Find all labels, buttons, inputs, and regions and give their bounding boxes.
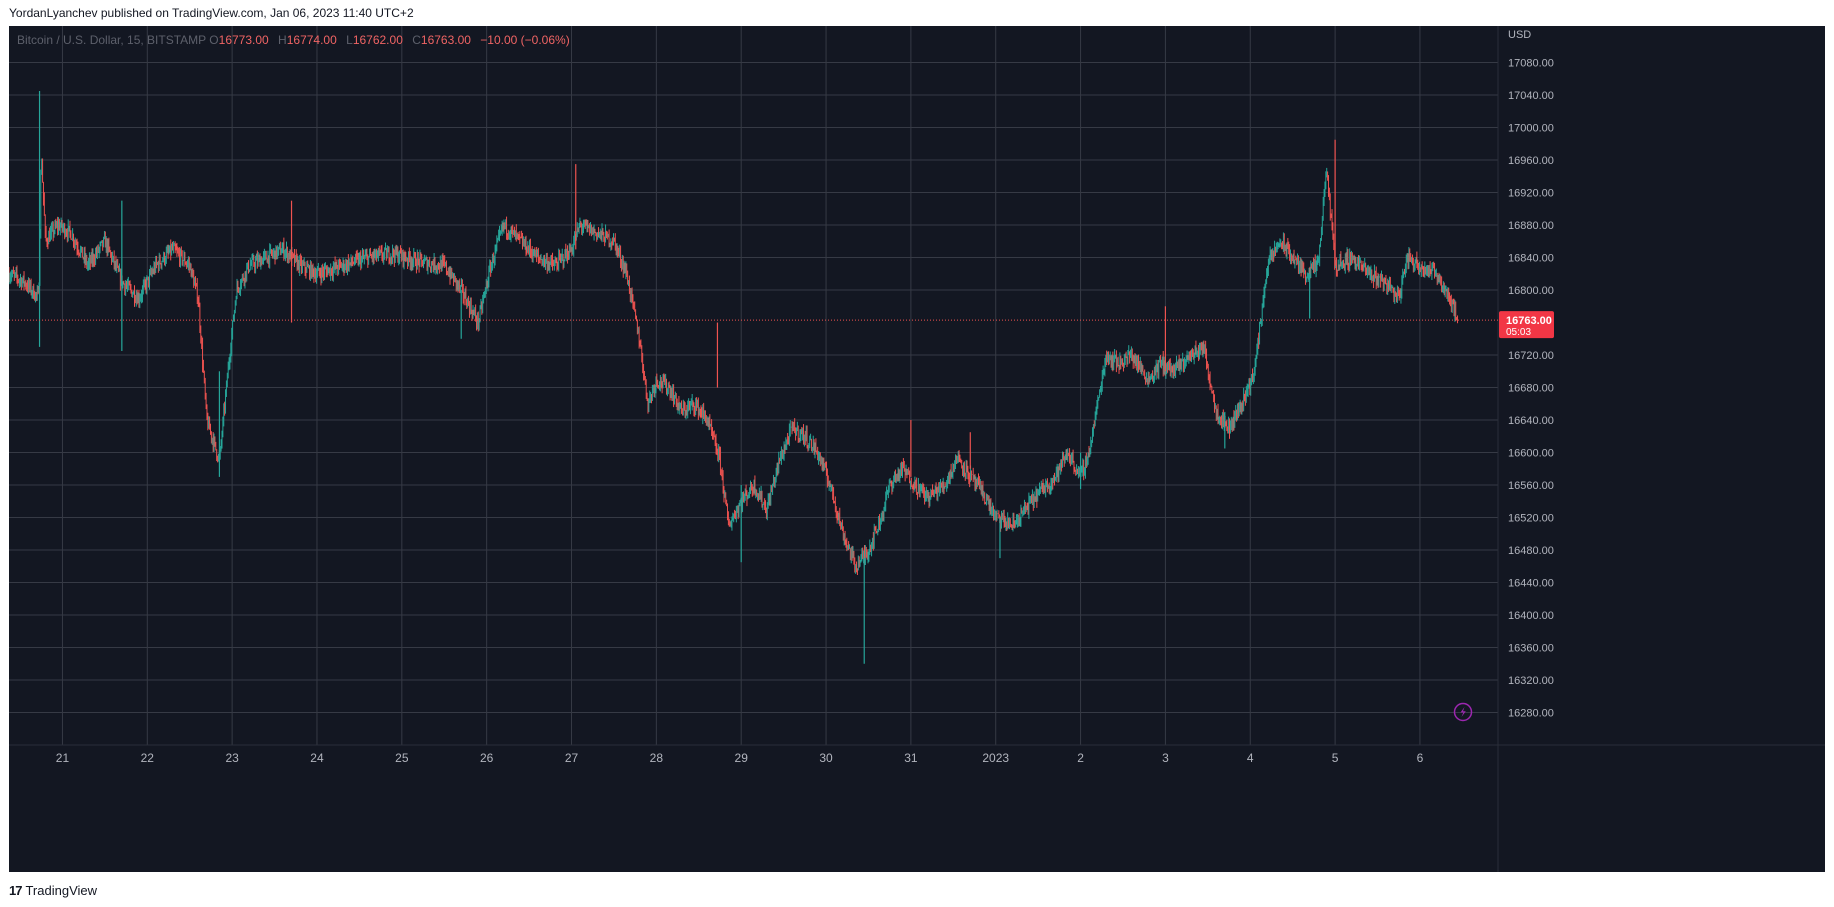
legend-high-label: H	[278, 33, 287, 47]
footer-bar	[0, 872, 1834, 907]
y-tick-label: 16480.00	[1508, 545, 1554, 557]
last-price-value: 16763.00	[1506, 315, 1552, 327]
y-tick-label: 17000.00	[1508, 123, 1554, 135]
y-tick-label: 16720.00	[1508, 350, 1554, 362]
legend-close: 16763.00	[420, 33, 471, 47]
x-tick-label: 28	[650, 751, 664, 765]
y-tick-label: 16320.00	[1508, 675, 1554, 687]
x-tick-label: 22	[141, 751, 155, 765]
x-tick-label: 4	[1247, 751, 1254, 765]
published-text: YordanLyanchev published on TradingView.…	[9, 6, 414, 20]
x-tick-label: 26	[480, 751, 494, 765]
y-tick-label: 16680.00	[1508, 383, 1554, 395]
legend-low-label: L	[346, 33, 353, 47]
y-tick-label: 17040.00	[1508, 90, 1554, 102]
x-tick-label: 21	[56, 751, 70, 765]
y-tick-label: 16960.00	[1508, 155, 1554, 167]
legend-low: 16762.00	[352, 33, 403, 47]
x-tick-label: 25	[395, 751, 409, 765]
last-price-badge	[1499, 311, 1554, 339]
x-tick-label: 2023	[982, 751, 1009, 765]
y-tick-label: 16640.00	[1508, 415, 1554, 427]
x-tick-label: 5	[1332, 751, 1339, 765]
y-tick-label: 17080.00	[1508, 58, 1554, 70]
y-tick-label: 16880.00	[1508, 220, 1554, 232]
x-tick-label: 23	[225, 751, 239, 765]
y-tick-label: 16840.00	[1508, 253, 1554, 265]
chart-panel[interactable]: 17080.00 17040.00 17000.00 16960.00 16920.00…	[9, 26, 1825, 872]
bar-countdown: 05:03	[1506, 327, 1531, 338]
x-tick-label: 3	[1162, 751, 1169, 765]
y-tick-label: 16600.00	[1508, 448, 1554, 460]
legend-open: 16773.00	[218, 33, 269, 47]
y-tick-label: 16280.00	[1508, 708, 1554, 720]
lightning-icon[interactable]	[1453, 702, 1473, 722]
legend-symbol: Bitcoin / U.S. Dollar, 15, BITSTAMP	[17, 33, 206, 47]
x-tick-label: 31	[904, 751, 918, 765]
x-tick-label: 27	[565, 751, 579, 765]
legend-close-label: C	[412, 33, 421, 47]
x-tick-label: 6	[1417, 751, 1424, 765]
y-tick-label: 16800.00	[1508, 285, 1554, 297]
y-tick-label: 16520.00	[1508, 513, 1554, 525]
lightning-bolt-icon	[1460, 707, 1466, 717]
x-tick-label: 29	[735, 751, 749, 765]
y-tick-label: 16400.00	[1508, 610, 1554, 622]
tradingview-brand: TradingView	[25, 882, 98, 898]
x-tick-label: 24	[310, 751, 324, 765]
y-tick-label: 16560.00	[1508, 480, 1554, 492]
y-tick-label: 16440.00	[1508, 578, 1554, 590]
x-tick-label: 2	[1077, 751, 1084, 765]
legend-high: 16774.00	[286, 33, 337, 47]
x-tick-label: 30	[819, 751, 833, 765]
y-tick-label: 16360.00	[1508, 643, 1554, 655]
tradingview-logo[interactable]: 17 TradingView	[9, 881, 97, 899]
legend-open-label: O	[209, 33, 219, 47]
y-tick-label: 16920.00	[1508, 188, 1554, 200]
publish-header: YordanLyanchev published on TradingView.…	[0, 0, 1834, 26]
currency-label: USD	[1508, 29, 1531, 41]
symbol-legend: Bitcoin / U.S. Dollar, 15, BITSTAMP O167…	[17, 33, 576, 47]
price-chart[interactable]: 17080.00 17040.00 17000.00 16960.00 16920.00…	[9, 26, 1825, 872]
tradingview-logo-icon: 17	[9, 882, 23, 898]
legend-change: −10.00 (−0.06%)	[480, 33, 570, 47]
